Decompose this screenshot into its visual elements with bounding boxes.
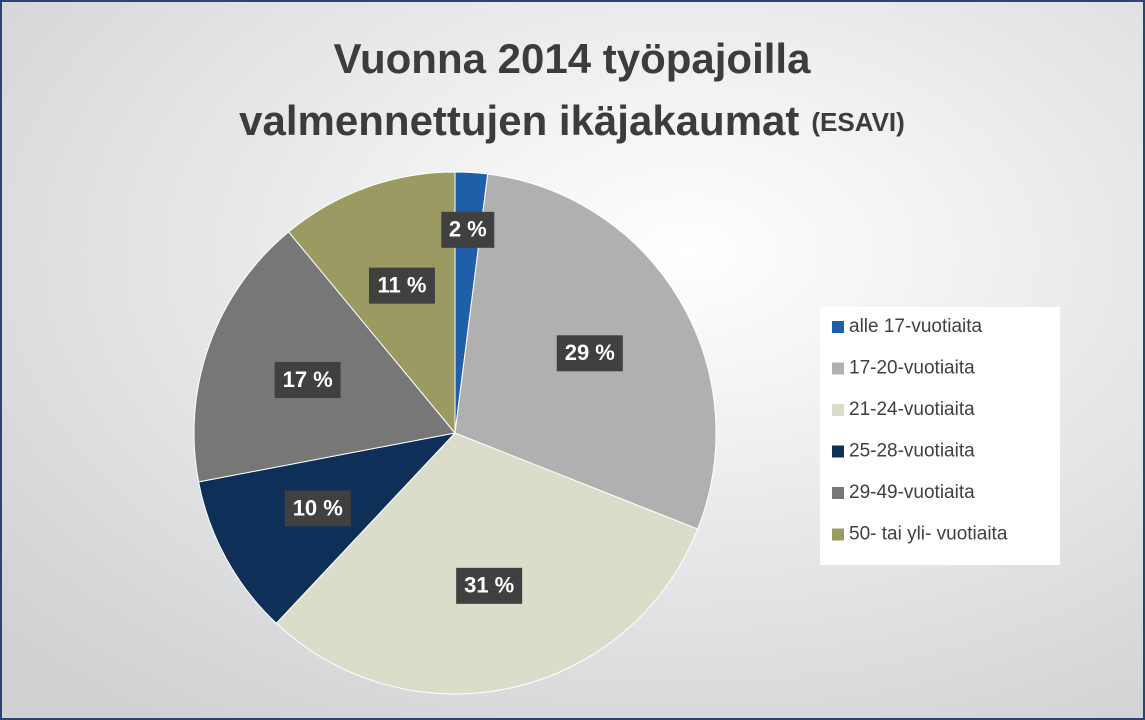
legend-marker bbox=[832, 445, 844, 458]
legend-label: 25-28-vuotiaita bbox=[849, 441, 975, 462]
legend-label: 29-49-vuotiaita bbox=[849, 482, 975, 503]
pie-slice bbox=[198, 432, 457, 624]
data-label: 29 % bbox=[565, 340, 615, 365]
chart-title: Vuonna 2014 työpajoilla bbox=[334, 35, 812, 82]
data-label-box bbox=[441, 211, 495, 248]
data-label-box bbox=[368, 267, 435, 304]
chart-title-line: valmennettujen ikäjakaumat bbox=[239, 97, 799, 144]
pie-slice bbox=[275, 432, 699, 695]
data-label-box bbox=[274, 361, 341, 398]
data-label: 17 % bbox=[283, 367, 333, 392]
data-label-box bbox=[456, 567, 523, 604]
legend-marker bbox=[832, 404, 844, 416]
data-label-box bbox=[556, 335, 623, 372]
legend-label: 21-24-vuotiaita bbox=[849, 399, 975, 420]
data-label: 2 % bbox=[449, 217, 487, 242]
legend-label: 17-20-vuotiaita bbox=[849, 358, 975, 379]
legend-marker bbox=[832, 528, 844, 541]
legend-marker bbox=[832, 321, 844, 333]
data-label: 10 % bbox=[293, 495, 343, 520]
legend-label: 50- tai yli- vuotiaita bbox=[849, 524, 1008, 545]
data-label: 31 % bbox=[464, 573, 514, 598]
legend-marker bbox=[832, 487, 844, 499]
data-label: 11 % bbox=[377, 272, 426, 297]
chart-title-note: (ESAVI) bbox=[811, 107, 904, 137]
legend-marker bbox=[832, 362, 844, 375]
legend-label: alle 17-vuotiaita bbox=[849, 316, 983, 337]
pie-slice bbox=[193, 231, 456, 483]
chart-title: valmennettujen ikäjakaumat (ESAVI) bbox=[239, 97, 905, 144]
data-label-box bbox=[284, 490, 351, 527]
legend-box bbox=[820, 307, 1060, 565]
